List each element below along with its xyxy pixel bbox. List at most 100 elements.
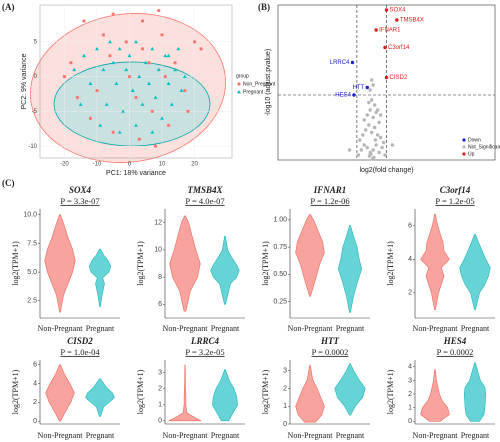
y-tick-label: 2 (408, 290, 412, 297)
point-label: IFNAR1 (379, 28, 401, 34)
point (179, 88, 184, 92)
point (134, 39, 138, 44)
y-tick-label: 0 (34, 74, 38, 80)
y-axis-title: log2(TPM+1) (136, 369, 145, 414)
violin (463, 362, 487, 422)
x-tick-label: Non-Pregnant (163, 431, 209, 440)
point-label: HES4 (335, 93, 351, 99)
x-tick-label: Pregnant (461, 324, 490, 333)
y-tick-label: 2.5 (27, 298, 37, 305)
point (395, 18, 399, 22)
p-value: P = 3.2e-05 (185, 347, 224, 357)
y-tick-label: 3 (158, 370, 162, 377)
legend-marker (237, 90, 241, 94)
point (365, 85, 369, 90)
y-axis-title: log2(TPM+1) (261, 369, 270, 414)
point (361, 133, 365, 137)
y-tick-label: 5 (34, 39, 38, 45)
y-axis-title: log2(TPM+1) (386, 369, 395, 414)
gene-title: HES4 (443, 336, 467, 346)
point (160, 33, 164, 37)
point (377, 120, 381, 125)
point (380, 145, 384, 150)
point (140, 102, 145, 106)
p-value: P = 1.0e-04 (60, 347, 100, 357)
point (121, 109, 125, 113)
x-tick-label: Pregnant (336, 431, 365, 440)
point (134, 123, 138, 127)
point (369, 78, 374, 82)
point (364, 128, 368, 132)
y-tick-label: 0.75 (273, 244, 287, 251)
y-tick-label: 0 (33, 418, 37, 425)
point (375, 108, 380, 112)
point (98, 123, 103, 127)
point (130, 88, 135, 92)
point (95, 88, 99, 93)
point (383, 45, 387, 50)
point (368, 88, 372, 92)
point (374, 143, 378, 147)
point-label: LRRC4 (330, 60, 350, 66)
legend-marker (462, 138, 466, 142)
x-tick-label: Non-Pregnant (38, 324, 84, 333)
y-tick-label: 2 (283, 385, 287, 392)
point (72, 67, 77, 72)
point (160, 116, 164, 120)
legend-marker (462, 152, 466, 156)
point-label: SOX4 (390, 8, 407, 14)
legend-marker (462, 145, 466, 149)
y-tick-label: 10.0 (23, 212, 37, 219)
y-axis-title: log2(TPM+1) (11, 241, 20, 286)
gene-title: C3orf14 (440, 185, 471, 195)
point (362, 118, 366, 122)
point (127, 75, 132, 79)
point (350, 60, 355, 65)
point (134, 95, 138, 100)
violin (168, 364, 202, 422)
y-tick-label: 0 (408, 418, 412, 425)
p-value: P = 0.0002 (312, 347, 349, 357)
point (166, 123, 171, 127)
x-tick-label: -20 (60, 162, 69, 168)
point (367, 123, 371, 127)
point (347, 148, 352, 152)
point (111, 12, 115, 16)
point (111, 130, 115, 134)
y-tick-label: 8 (158, 274, 162, 281)
point (183, 88, 187, 93)
violin (295, 365, 325, 423)
x-tick-label: 0 (128, 162, 132, 168)
x-tick-label: Non-Pregnant (413, 431, 459, 440)
violin (210, 235, 240, 305)
legend-label: Not_Significant (468, 144, 500, 150)
x-tick-label: Pregnant (461, 431, 490, 440)
y-tick-label: 0.25 (273, 298, 287, 305)
point (372, 103, 377, 107)
y-tick-label: -5 (32, 109, 38, 115)
point (371, 148, 375, 152)
point (383, 153, 387, 157)
point (124, 40, 128, 44)
y-tick-label: 6 (408, 223, 412, 230)
x-tick-label: Non-Pregnant (38, 431, 84, 440)
y-tick-label: 5.0 (27, 269, 37, 276)
y-tick-label: 1.00 (273, 217, 287, 224)
point (365, 113, 369, 117)
gene-title: CISD2 (67, 336, 93, 346)
x-tick-label: Non-Pregnant (163, 324, 209, 333)
point (150, 46, 155, 51)
x-tick-label: 10 (159, 162, 166, 168)
gene-title: SOX4 (69, 185, 92, 195)
y-tick-label: 2 (33, 399, 37, 406)
violin (337, 225, 363, 313)
point (173, 67, 177, 72)
y-axis-title: log2(TPM+1) (261, 241, 270, 286)
point (182, 74, 187, 79)
y-axis-title: -log10 (adjust.pvalue) (265, 49, 272, 116)
y-tick-label: 7.5 (27, 240, 37, 247)
point (378, 113, 383, 117)
y-tick-label: 1 (408, 405, 412, 412)
point (373, 138, 378, 142)
point (199, 47, 203, 51)
